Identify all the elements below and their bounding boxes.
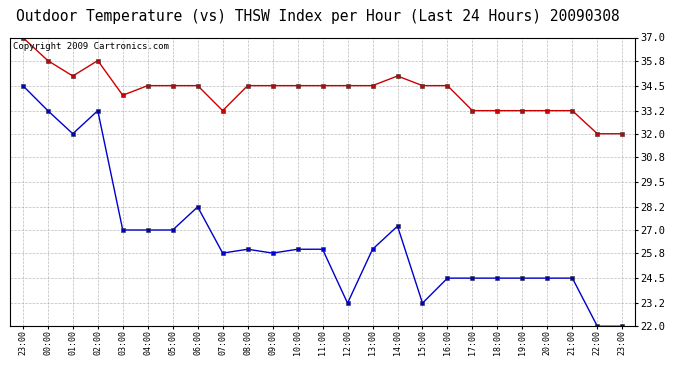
Text: Outdoor Temperature (vs) THSW Index per Hour (Last 24 Hours) 20090308: Outdoor Temperature (vs) THSW Index per … — [16, 9, 620, 24]
Text: Copyright 2009 Cartronics.com: Copyright 2009 Cartronics.com — [14, 42, 169, 51]
